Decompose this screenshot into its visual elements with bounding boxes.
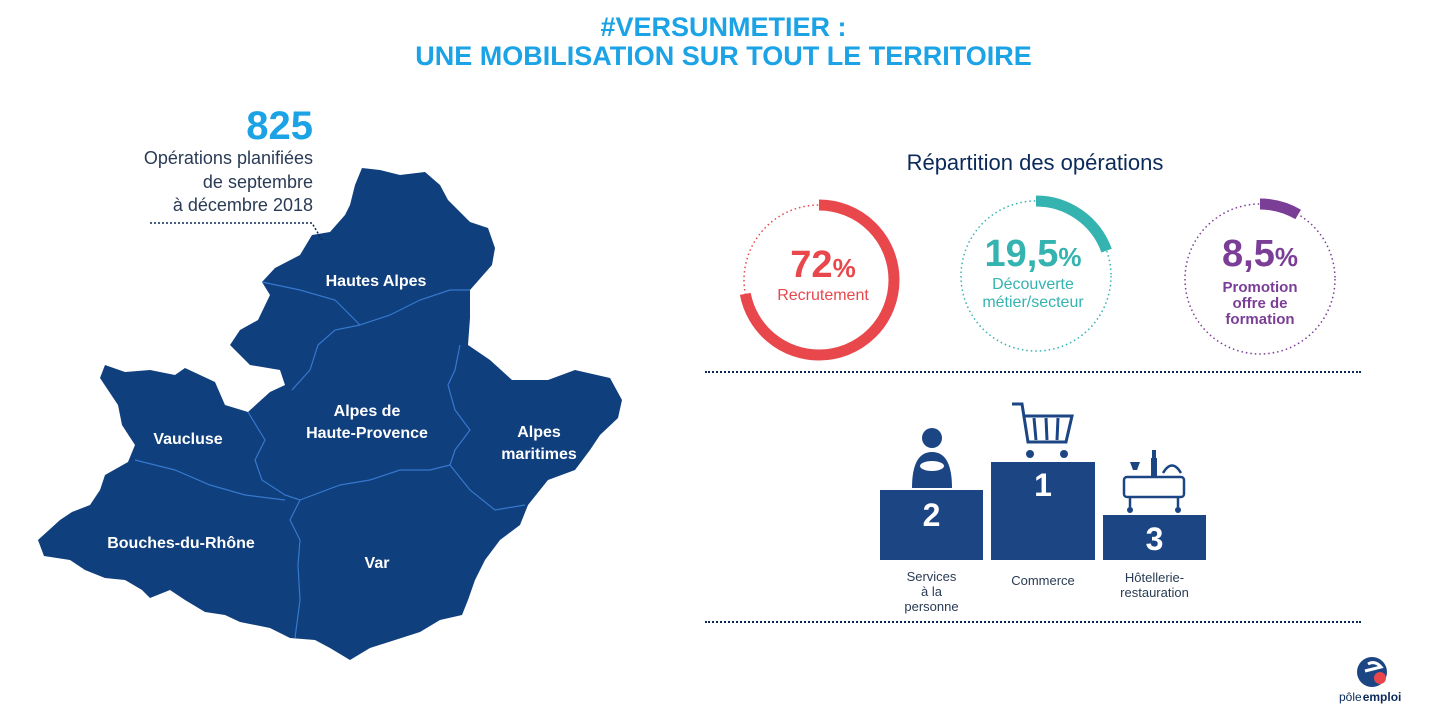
region-alpes-de: Alpes de	[334, 403, 401, 420]
promotion-label-2: offre de	[1232, 295, 1288, 312]
region-var: Var	[365, 555, 390, 572]
podium-rank-3: 3	[1145, 521, 1164, 557]
region-vaucluse: Vaucluse	[153, 431, 222, 448]
logo-text-emploi: emploi	[1362, 690, 1402, 704]
podium-label-2-line1: Services	[906, 569, 957, 584]
region-hautes-alpes: Hautes Alpes	[326, 273, 427, 290]
logo-text-pole: pôle	[1339, 690, 1362, 704]
decouverte-label-1: Découverte	[992, 276, 1074, 293]
decouverte-label-2: métier/secteur	[982, 294, 1084, 311]
operations-text-1: Opérations planifiées	[143, 148, 313, 168]
decouverte-unit: %	[1058, 242, 1082, 272]
repartition-title: Répartition des opérations	[906, 150, 1164, 175]
recrutement-value: 72%	[768, 244, 878, 287]
podium-rank-1: 1	[1034, 467, 1052, 503]
paca-map-shape	[38, 168, 622, 660]
region-bouches-du-rhone: Bouches-du-Rhône	[107, 535, 255, 552]
recrutement-label: Recrutement	[777, 287, 869, 304]
podium-label-2-line2: à la	[921, 584, 942, 599]
separator-bottom	[705, 621, 1361, 623]
title-line-1: #VERSUNMETIER :	[600, 12, 847, 42]
podium-rank-2: 2	[922, 497, 941, 533]
promotion-unit: %	[1274, 242, 1298, 272]
region-alpes: Alpes	[517, 424, 561, 441]
promotion-number: 8,5	[1222, 233, 1275, 275]
promotion-value: 8,5%	[1200, 233, 1320, 276]
operations-text-2: de septembre	[202, 172, 313, 192]
podium-label-1: Commerce	[1011, 573, 1075, 588]
logo-text: pôle emploi	[1339, 690, 1401, 704]
decouverte-value: 19,5%	[968, 233, 1098, 276]
recrutement-unit: %	[832, 253, 856, 283]
decouverte-number: 19,5	[984, 233, 1059, 275]
podium-label-3-line1: Hôtellerie-	[1124, 570, 1185, 585]
region-maritimes: maritimes	[501, 446, 577, 463]
region-haute-provence: Haute-Provence	[306, 425, 428, 442]
promotion-label-1: Promotion	[1222, 279, 1298, 296]
podium-label-3-line2: restauration	[1120, 585, 1189, 600]
podium-label-2-line3: personne	[904, 599, 959, 614]
separator-top	[705, 371, 1361, 373]
leader-line	[150, 222, 323, 241]
operations-count: 825	[246, 104, 313, 148]
recrutement-number: 72	[790, 244, 833, 286]
title-line-2: UNE MOBILISATION SUR TOUT LE TERRITOIRE	[415, 41, 1032, 71]
promotion-label-3: formation	[1225, 311, 1295, 328]
operations-text-3: à décembre 2018	[172, 195, 313, 215]
